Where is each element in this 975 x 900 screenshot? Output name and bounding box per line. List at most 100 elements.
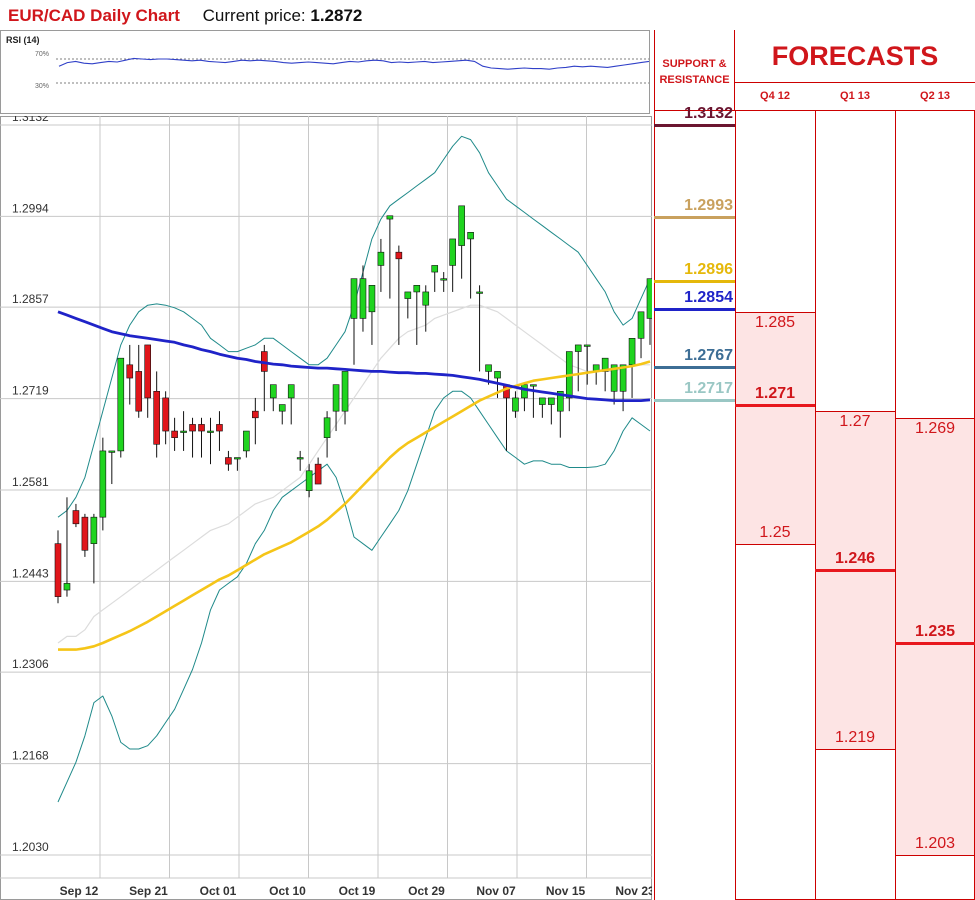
candle-down bbox=[153, 390, 160, 445]
candle-up bbox=[108, 450, 116, 453]
candle-up bbox=[287, 384, 295, 399]
candle-up bbox=[601, 357, 609, 372]
x-tick-label: Nov 23 bbox=[615, 884, 652, 898]
candle-up bbox=[305, 470, 313, 491]
sr-header-line2: RESISTANCE bbox=[659, 74, 730, 86]
candle-up bbox=[494, 371, 501, 379]
yellow-moving-average-line bbox=[58, 360, 651, 651]
support-resistance-header: SUPPORT & RESISTANCE bbox=[654, 30, 735, 110]
column-divider bbox=[654, 110, 655, 900]
y-tick-label: 1.2581 bbox=[12, 475, 49, 489]
quarter-header: Q4 12 bbox=[760, 90, 790, 102]
candle-down bbox=[314, 463, 322, 485]
candle-down bbox=[171, 430, 178, 438]
candle-up bbox=[99, 450, 107, 518]
candle-up bbox=[449, 238, 456, 266]
candle-up bbox=[368, 285, 376, 313]
forecast-mid-value: 1.235 bbox=[914, 623, 956, 641]
sr-level-label: 1.2717 bbox=[684, 379, 733, 397]
forecast-low-line bbox=[735, 543, 815, 545]
candle-up bbox=[422, 291, 430, 306]
candle-up bbox=[269, 384, 277, 399]
candle-up bbox=[628, 338, 636, 366]
sma-line bbox=[57, 304, 650, 644]
sr-header-line1: SUPPORT & bbox=[662, 58, 727, 70]
price-value: 1.2872 bbox=[310, 6, 363, 25]
y-tick-label: 1.3132 bbox=[12, 116, 49, 124]
candle-up bbox=[207, 430, 214, 433]
x-tick-label: Oct 01 bbox=[200, 884, 237, 898]
rsi-plot bbox=[56, 57, 649, 84]
candle-up bbox=[431, 265, 439, 273]
candle-up bbox=[539, 397, 546, 405]
candle-up bbox=[180, 430, 187, 433]
candle-down bbox=[189, 424, 196, 432]
forecasts-title: FORECASTS bbox=[771, 41, 939, 71]
x-tick-label: Sep 12 bbox=[60, 884, 99, 898]
candle-down bbox=[198, 424, 205, 432]
sr-level-bar bbox=[654, 124, 735, 127]
candle-down bbox=[126, 364, 134, 379]
x-tick-label: Oct 19 bbox=[339, 884, 376, 898]
candle-down bbox=[54, 543, 62, 597]
candle-up bbox=[637, 311, 645, 339]
candle-down bbox=[135, 371, 143, 412]
candle-up bbox=[278, 404, 286, 412]
y-tick-label: 1.2030 bbox=[12, 840, 49, 854]
forecast-low-line bbox=[815, 749, 895, 750]
candle-up bbox=[404, 291, 412, 299]
sr-level-label: 1.2993 bbox=[684, 197, 733, 215]
quarter-header: Q1 13 bbox=[840, 90, 870, 102]
rsi-line bbox=[58, 57, 649, 70]
candle-up bbox=[467, 232, 474, 240]
forecast-low-value: 1.219 bbox=[834, 729, 876, 746]
forecast-high-line bbox=[895, 417, 975, 419]
candle-up bbox=[323, 417, 331, 438]
x-tick-label: Nov 15 bbox=[546, 884, 586, 898]
candle-up bbox=[646, 278, 652, 319]
sr-level-label: 1.3132 bbox=[684, 105, 733, 122]
candle-up bbox=[440, 278, 447, 281]
forecast-mid-value: 1.246 bbox=[834, 550, 876, 568]
chart-title-bar: EUR/CAD Daily Chart Current price: 1.287… bbox=[8, 4, 362, 28]
candle-up bbox=[63, 583, 71, 591]
candle-up bbox=[574, 344, 582, 352]
forecast-low-value: 1.203 bbox=[914, 835, 956, 852]
sr-level-bar bbox=[654, 280, 735, 284]
sr-level-bar bbox=[654, 308, 735, 312]
candle-up bbox=[377, 251, 385, 266]
candle-up bbox=[90, 516, 98, 544]
candle-down bbox=[72, 510, 80, 525]
candle-up bbox=[619, 364, 627, 392]
candle-down bbox=[162, 397, 169, 432]
y-tick-label: 1.2719 bbox=[12, 384, 49, 398]
rsi-panel: RSI (14) 70% 30% bbox=[0, 30, 650, 114]
plot-frame bbox=[0, 116, 652, 900]
x-tick-label: Oct 29 bbox=[408, 884, 445, 898]
rsi-upper-label: 70% bbox=[35, 51, 50, 58]
sr-level-label: 1.2896 bbox=[684, 261, 733, 279]
header-divider bbox=[735, 82, 975, 83]
candle-up bbox=[243, 430, 250, 452]
y-tick-label: 1.2168 bbox=[12, 749, 49, 763]
candle-up bbox=[341, 371, 349, 412]
forecast-range-band bbox=[735, 311, 815, 544]
forecast-low-line bbox=[895, 855, 975, 856]
candle-up bbox=[557, 390, 564, 412]
forecast-range-band bbox=[815, 411, 895, 749]
forecast-high-line bbox=[735, 311, 815, 313]
candle-down bbox=[225, 457, 232, 465]
sr-level-label: 1.2767 bbox=[684, 346, 733, 364]
sr-level-bar bbox=[654, 365, 735, 369]
x-tick-label: Sep 21 bbox=[129, 884, 168, 898]
candle-up bbox=[583, 344, 591, 347]
forecast-mid-line bbox=[735, 403, 815, 407]
forecast-high-value: 1.285 bbox=[754, 313, 796, 331]
candle-down bbox=[216, 424, 223, 432]
y-tick-label: 1.2443 bbox=[12, 566, 49, 580]
candle-up bbox=[350, 278, 358, 319]
candle-up bbox=[386, 215, 394, 220]
candle-up bbox=[296, 457, 304, 460]
candle-down bbox=[252, 410, 259, 419]
candle-up bbox=[234, 457, 241, 460]
